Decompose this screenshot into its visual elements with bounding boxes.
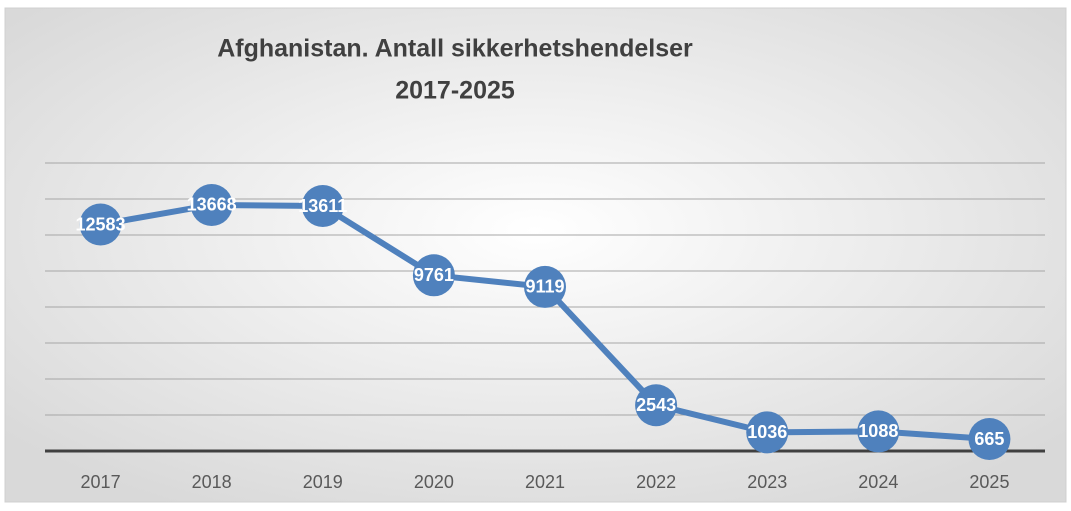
data-label: 9761: [414, 265, 454, 285]
data-point: [746, 411, 789, 454]
x-tick-label: 2020: [414, 472, 454, 492]
data-label: 9119: [525, 277, 564, 297]
data-label: 13668: [187, 195, 237, 215]
data-label: 13611: [298, 196, 347, 216]
data-label: 1088: [858, 421, 898, 441]
chart-title: 2017-2025: [395, 77, 515, 105]
data-point: [968, 418, 1011, 461]
data-label: 12583: [76, 214, 126, 234]
data-point: [301, 185, 344, 228]
x-tick-label: 2023: [747, 472, 787, 492]
data-point: [635, 384, 678, 427]
data-point: [524, 265, 566, 308]
data-point: [79, 203, 122, 246]
data-label: 665: [974, 429, 1004, 449]
x-tick-label: 2024: [858, 472, 898, 492]
chart-title: Afghanistan. Antall sikkerhetshendelser: [217, 35, 693, 63]
data-label: 2543: [636, 395, 676, 415]
x-tick-label: 2022: [636, 472, 676, 492]
data-label: 1036: [747, 422, 787, 442]
x-tick-label: 2018: [192, 472, 232, 492]
x-tick-label: 2017: [81, 472, 121, 492]
data-point: [190, 183, 233, 226]
x-tick-label: 2021: [525, 472, 565, 492]
data-point: [857, 410, 900, 453]
chart-background: [4, 7, 1067, 503]
data-point: [412, 254, 455, 297]
x-tick-label: 2025: [969, 472, 1009, 492]
x-tick-label: 2019: [303, 472, 343, 492]
